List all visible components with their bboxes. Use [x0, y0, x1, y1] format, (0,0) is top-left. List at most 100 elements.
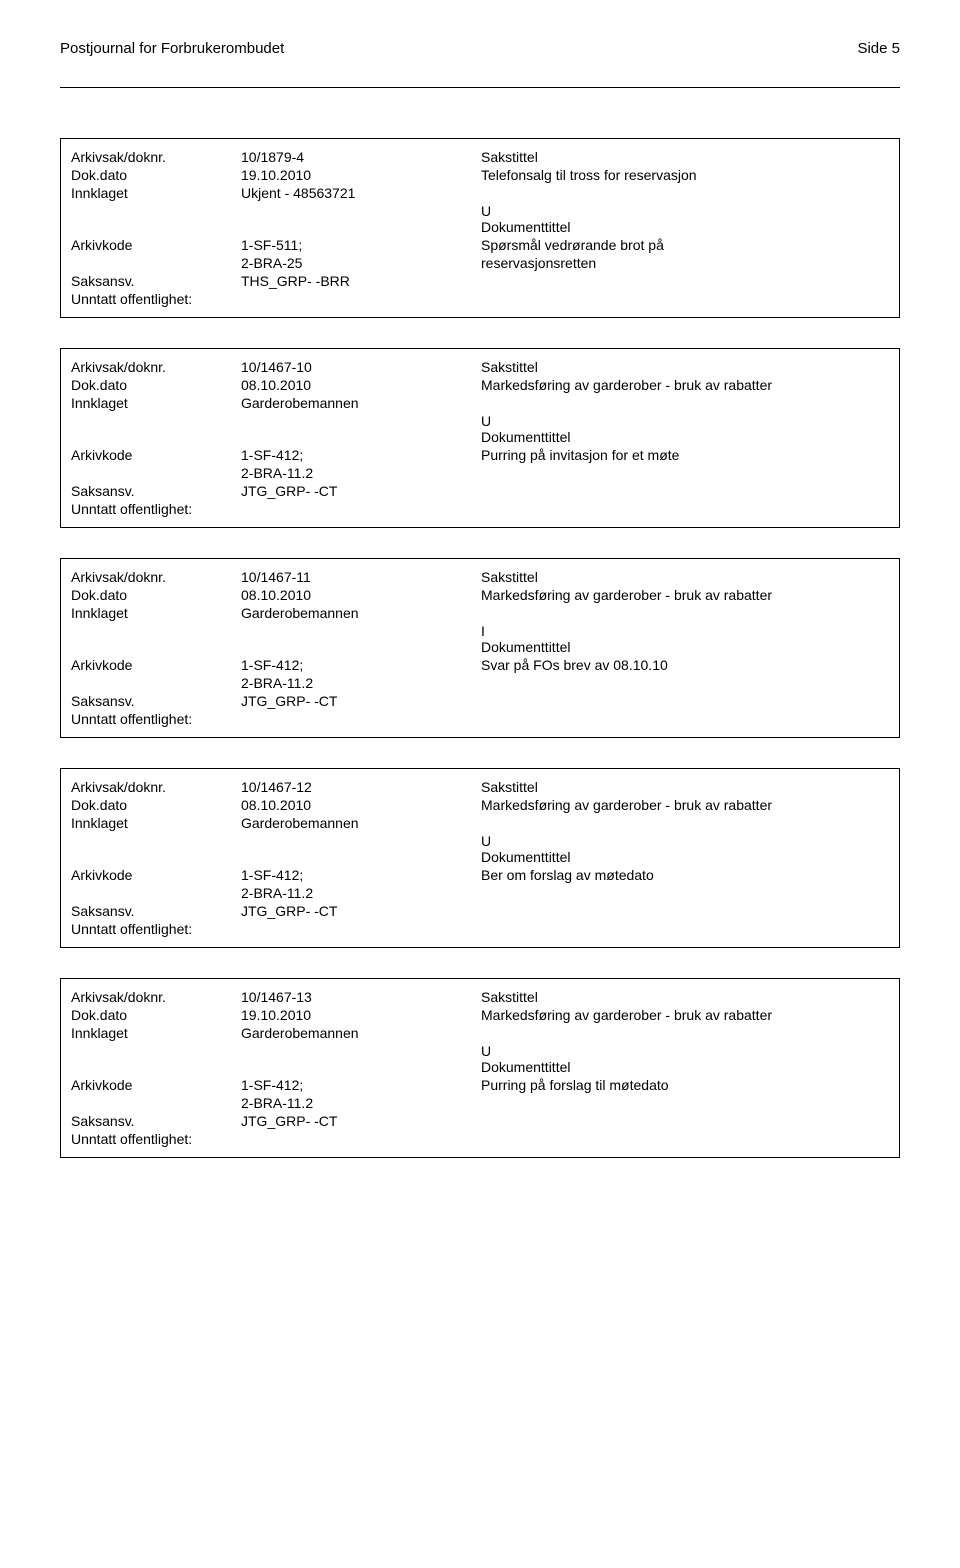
record-row: InnklagetGarderobemannen [71, 815, 885, 831]
label-arkivsak: Arkivsak/doknr. [71, 989, 241, 1005]
record-row: 2-BRA-25reservasjonsretten [71, 255, 885, 271]
record-row: InnklagetUkjent - 48563721 [71, 185, 885, 201]
label-arkivkode: Arkivkode [71, 237, 241, 253]
value-arkivkode-1: 1-SF-412; [241, 447, 481, 463]
record-row: Arkivkode1-SF-412;Purring på forslag til… [71, 1077, 885, 1093]
record-row: Unntatt offentlighet: [71, 291, 885, 307]
value-doktittel-1: Purring på forslag til møtedato [481, 1077, 885, 1093]
record-row: Unntatt offentlighet: [71, 501, 885, 517]
record-row: Arkivsak/doknr.10/1467-13Sakstittel [71, 989, 885, 1005]
label-dokumenttittel: Dokumenttittel [481, 219, 885, 235]
value-doktittel-1: Svar på FOs brev av 08.10.10 [481, 657, 885, 673]
label-sakstittel: Sakstittel [481, 569, 885, 585]
label-arkivsak: Arkivsak/doknr. [71, 359, 241, 375]
value-sakstittel: Markedsføring av garderober - bruk av ra… [481, 1007, 885, 1023]
record-row: Dok.dato08.10.2010Markedsføring av garde… [71, 377, 885, 393]
label-innklaget: Innklaget [71, 1025, 241, 1041]
marker: U [481, 1043, 885, 1059]
record: Arkivsak/doknr.10/1467-13Sakstittel Dok.d… [60, 978, 900, 1158]
page-header: Postjournal for Forbrukerombudet Side 5 [60, 40, 900, 57]
label-unntatt: Unntatt offentlighet: [71, 291, 241, 307]
label-arkivkode: Arkivkode [71, 867, 241, 883]
record-row: InnklagetGarderobemannen [71, 1025, 885, 1041]
record-row: 2-BRA-11.2 [71, 885, 885, 901]
label-sakstittel: Sakstittel [481, 149, 885, 165]
value-arkivkode-2: 2-BRA-11.2 [241, 1095, 481, 1111]
label-dokdato: Dok.dato [71, 377, 241, 393]
value-doktittel-1: Purring på invitasjon for et møte [481, 447, 885, 463]
value-sakstittel: Markedsføring av garderober - bruk av ra… [481, 377, 885, 393]
label-innklaget: Innklaget [71, 395, 241, 411]
label-arkivsak: Arkivsak/doknr. [71, 779, 241, 795]
record-row: 2-BRA-11.2 [71, 465, 885, 481]
records-container: Arkivsak/doknr.10/1879-4Sakstittel Dok.da… [60, 138, 900, 1158]
record-row: Dok.dato19.10.2010Telefonsalg til tross … [71, 167, 885, 183]
record-row: Unntatt offentlighet: [71, 711, 885, 727]
label-arkivkode: Arkivkode [71, 1077, 241, 1093]
value-doktittel-1: Spørsmål vedrørande brot på [481, 237, 885, 253]
marker: U [481, 203, 885, 219]
value-arkivkode-2: 2-BRA-11.2 [241, 465, 481, 481]
label-innklaget: Innklaget [71, 605, 241, 621]
record-row: Arkivsak/doknr.10/1879-4Sakstittel [71, 149, 885, 165]
record-row: Saksansv.THS_GRP- -BRR [71, 273, 885, 289]
value-arkivkode-2: 2-BRA-11.2 [241, 675, 481, 691]
value-dokdato: 08.10.2010 [241, 377, 481, 393]
value-sakstittel: Telefonsalg til tross for reservasjon [481, 167, 885, 183]
label-dokumenttittel: Dokumenttittel [481, 639, 885, 655]
label-innklaget: Innklaget [71, 185, 241, 201]
label-saksansv: Saksansv. [71, 693, 241, 709]
record-row: Saksansv.JTG_GRP- -CT [71, 903, 885, 919]
value-saksansv: THS_GRP- -BRR [241, 273, 481, 289]
label-arkivsak: Arkivsak/doknr. [71, 149, 241, 165]
value-arkivkode-1: 1-SF-412; [241, 867, 481, 883]
label-innklaget: Innklaget [71, 815, 241, 831]
record-row: Unntatt offentlighet: [71, 921, 885, 937]
value-dokdato: 08.10.2010 [241, 587, 481, 603]
label-arkivkode: Arkivkode [71, 447, 241, 463]
label-unntatt: Unntatt offentlighet: [71, 921, 241, 937]
value-doktittel-2: reservasjonsretten [481, 255, 885, 271]
value-doktittel-1: Ber om forslag av møtedato [481, 867, 885, 883]
value-innklaget: Garderobemannen [241, 815, 481, 831]
marker: U [481, 413, 885, 429]
record-row: Saksansv.JTG_GRP- -CT [71, 1113, 885, 1129]
value-dokdato: 08.10.2010 [241, 797, 481, 813]
record-row: Dok.dato19.10.2010Markedsføring av garde… [71, 1007, 885, 1023]
value-arkivkode-1: 1-SF-412; [241, 657, 481, 673]
value-arkivkode-2: 2-BRA-11.2 [241, 885, 481, 901]
record-row: InnklagetGarderobemannen [71, 605, 885, 621]
header-rule [60, 87, 900, 88]
record-row: Arkivsak/doknr.10/1467-11Sakstittel [71, 569, 885, 585]
value-arkivkode-1: 1-SF-511; [241, 237, 481, 253]
record-row: Arkivkode1-SF-412;Svar på FOs brev av 08… [71, 657, 885, 673]
value-saksansv: JTG_GRP- -CT [241, 693, 481, 709]
label-unntatt: Unntatt offentlighet: [71, 501, 241, 517]
label-dokumenttittel: Dokumenttittel [481, 1059, 885, 1075]
value-arkivsak: 10/1467-11 [241, 569, 481, 585]
value-sakstittel: Markedsføring av garderober - bruk av ra… [481, 587, 885, 603]
record-row: Arkivkode1-SF-412;Purring på invitasjon … [71, 447, 885, 463]
record-row: 2-BRA-11.2 [71, 675, 885, 691]
record-row: Arkivkode1-SF-412;Ber om forslag av møte… [71, 867, 885, 883]
label-arkivkode: Arkivkode [71, 657, 241, 673]
label-dokdato: Dok.dato [71, 167, 241, 183]
value-arkivkode-1: 1-SF-412; [241, 1077, 481, 1093]
label-dokumenttittel: Dokumenttittel [481, 849, 885, 865]
value-innklaget: Garderobemannen [241, 395, 481, 411]
record-row: 2-BRA-11.2 [71, 1095, 885, 1111]
label-sakstittel: Sakstittel [481, 989, 885, 1005]
value-innklaget: Garderobemannen [241, 1025, 481, 1041]
label-sakstittel: Sakstittel [481, 359, 885, 375]
label-unntatt: Unntatt offentlighet: [71, 711, 241, 727]
record-row: Dok.dato08.10.2010Markedsføring av garde… [71, 797, 885, 813]
record-row: Dok.dato08.10.2010Markedsføring av garde… [71, 587, 885, 603]
value-arkivsak: 10/1467-10 [241, 359, 481, 375]
value-arkivkode-2: 2-BRA-25 [241, 255, 481, 271]
label-saksansv: Saksansv. [71, 1113, 241, 1129]
value-saksansv: JTG_GRP- -CT [241, 483, 481, 499]
label-saksansv: Saksansv. [71, 903, 241, 919]
record-row: Saksansv.JTG_GRP- -CT [71, 693, 885, 709]
org-title: Postjournal for Forbrukerombudet [60, 40, 284, 57]
record: Arkivsak/doknr.10/1467-10Sakstittel Dok.d… [60, 348, 900, 528]
